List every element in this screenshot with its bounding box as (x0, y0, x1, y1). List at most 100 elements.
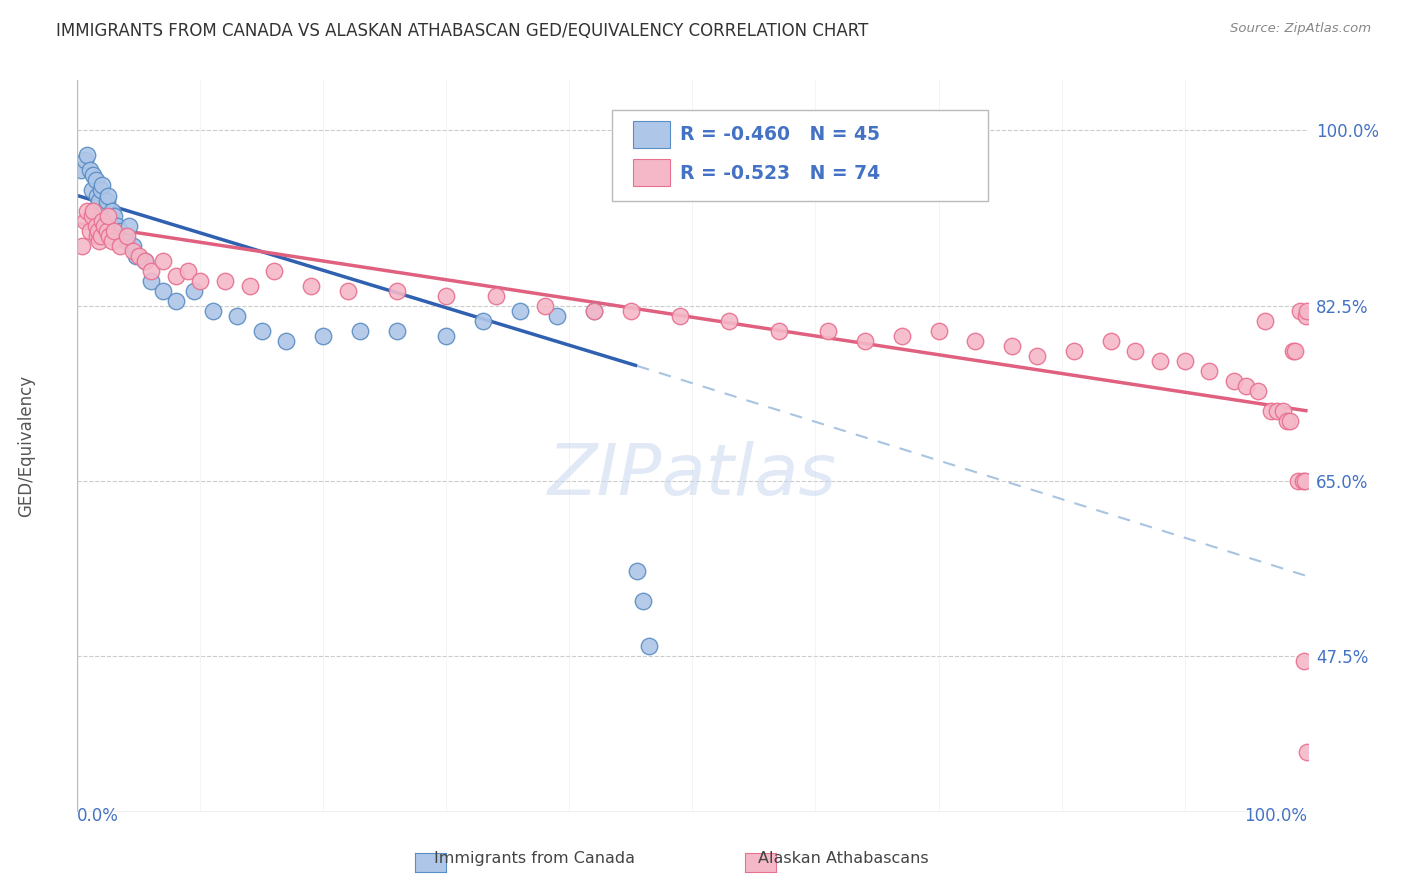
Point (276, 334, 298, 348)
Point (87, 198, 110, 212)
Point (118, 219, 141, 233)
Point (96, 194, 118, 208)
Point (1294, 474, 1316, 488)
Point (79, 163, 101, 178)
Point (1284, 343, 1306, 358)
Point (70, 238, 93, 252)
Point (1295, 309, 1317, 323)
Point (436, 328, 458, 343)
Point (1253, 314, 1275, 328)
Point (1279, 414, 1302, 428)
Bar (634, 120, 671, 148)
Point (299, 278, 322, 293)
Point (1289, 303, 1312, 318)
Point (337, 284, 360, 298)
Point (98, 228, 121, 243)
Point (97, 188, 120, 202)
Text: 0.0%: 0.0% (77, 806, 120, 825)
Point (128, 249, 150, 263)
Point (1149, 354, 1171, 368)
Point (82, 184, 104, 198)
Point (817, 324, 839, 338)
Point (165, 293, 187, 308)
Point (115, 234, 138, 248)
Point (387, 324, 409, 338)
Point (387, 284, 409, 298)
Point (546, 309, 568, 323)
Point (70, 163, 93, 178)
Point (112, 228, 135, 243)
Point (1292, 655, 1315, 669)
Point (90, 228, 112, 243)
Point (1272, 404, 1295, 418)
Point (633, 594, 655, 608)
Point (103, 209, 125, 223)
Point (93, 219, 115, 233)
Point (1234, 379, 1257, 393)
Point (183, 284, 205, 298)
Text: R = -0.523   N = 74: R = -0.523 N = 74 (681, 163, 880, 183)
Point (239, 278, 262, 293)
Point (73, 153, 96, 168)
Point (87, 223, 110, 237)
Point (1174, 354, 1197, 368)
Point (1286, 474, 1309, 488)
Point (84, 173, 107, 187)
Point (134, 253, 156, 268)
Point (152, 253, 174, 268)
Point (214, 274, 236, 288)
Point (226, 309, 249, 323)
Point (1265, 404, 1288, 418)
Point (890, 328, 912, 343)
Point (165, 268, 187, 283)
Point (82, 203, 104, 218)
Point (1247, 384, 1270, 398)
Point (436, 289, 458, 303)
Point (152, 284, 174, 298)
Point (97, 209, 120, 223)
Point (141, 274, 163, 288)
Point (98, 213, 121, 227)
Point (1063, 343, 1085, 358)
Point (90, 213, 114, 227)
Point (82, 169, 104, 183)
Point (84, 219, 107, 233)
Point (1295, 303, 1317, 318)
Point (1292, 474, 1315, 488)
Point (1125, 343, 1147, 358)
Text: Source: ZipAtlas.com: Source: ZipAtlas.com (1230, 22, 1371, 36)
Point (485, 289, 508, 303)
Point (853, 334, 876, 348)
Point (1099, 334, 1122, 348)
Point (89, 234, 111, 248)
Point (125, 249, 148, 263)
Point (718, 314, 741, 328)
Text: ZIPatlas: ZIPatlas (548, 441, 837, 509)
Point (177, 263, 200, 277)
Point (1026, 349, 1049, 363)
Point (101, 234, 124, 248)
Point (1260, 404, 1282, 418)
Point (349, 324, 371, 338)
Point (1282, 343, 1305, 358)
Bar (634, 159, 671, 186)
Point (965, 334, 987, 348)
Point (201, 303, 224, 318)
Point (73, 213, 96, 227)
Point (928, 324, 950, 338)
Point (79, 223, 101, 237)
Point (669, 309, 692, 323)
Point (86, 188, 108, 202)
Point (1001, 339, 1024, 353)
Point (534, 299, 557, 313)
Point (312, 328, 335, 343)
Point (90, 178, 114, 193)
Point (115, 228, 138, 243)
Point (110, 238, 132, 252)
Point (626, 564, 648, 578)
Point (1223, 374, 1246, 388)
Point (1275, 414, 1298, 428)
FancyBboxPatch shape (613, 110, 988, 201)
Point (620, 303, 643, 318)
Point (82, 209, 104, 223)
